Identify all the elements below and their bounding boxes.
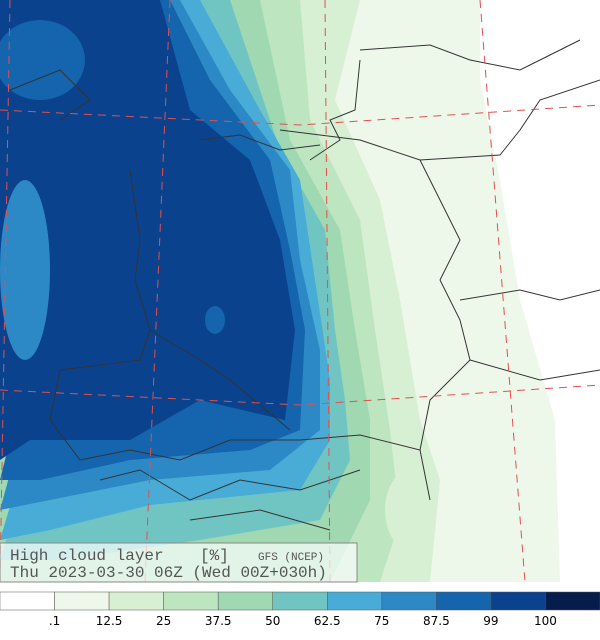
unit: [%] xyxy=(200,547,229,565)
colorbar-label: 62.5 xyxy=(314,614,341,628)
colorbar-swatch xyxy=(436,591,492,611)
colorbar-swatch xyxy=(327,591,383,611)
colorbar: .1 12.5 25 37.5 50 62.5 75 87.5 99 100 xyxy=(0,591,600,628)
colorbar-swatch xyxy=(545,591,600,611)
colorbar-label: 50 xyxy=(265,614,280,628)
cloud-field xyxy=(0,0,600,582)
colorbar-swatch xyxy=(217,591,273,611)
colorbar-swatch xyxy=(272,591,328,611)
title: High cloud layer xyxy=(10,547,164,565)
colorbar-swatch xyxy=(54,591,110,611)
colorbar-label: 75 xyxy=(374,614,389,628)
colorbar-label: 12.5 xyxy=(96,614,123,628)
graticule xyxy=(0,0,600,583)
title-box: High cloud layer [%] GFS (NCEP) Thu 2023… xyxy=(0,542,358,583)
colorbar-label: 87.5 xyxy=(423,614,450,628)
valid-time: Thu 2023-03-30 06Z (Wed 00Z+030h) xyxy=(10,564,327,582)
colorbar-label: 37.5 xyxy=(205,614,232,628)
borders xyxy=(9,39,600,531)
colorbar-label: .1 xyxy=(49,614,60,628)
colorbar-swatch xyxy=(490,591,546,611)
colorbar-swatch xyxy=(0,591,55,611)
colorbar-label: 25 xyxy=(156,614,171,628)
colorbar-swatch xyxy=(381,591,437,611)
model: GFS (NCEP) xyxy=(258,552,324,564)
colorbar-label: 100 xyxy=(534,614,557,628)
colorbar-swatch xyxy=(108,591,164,611)
colorbar-swatch xyxy=(163,591,219,611)
colorbar-label: 99 xyxy=(483,614,498,628)
